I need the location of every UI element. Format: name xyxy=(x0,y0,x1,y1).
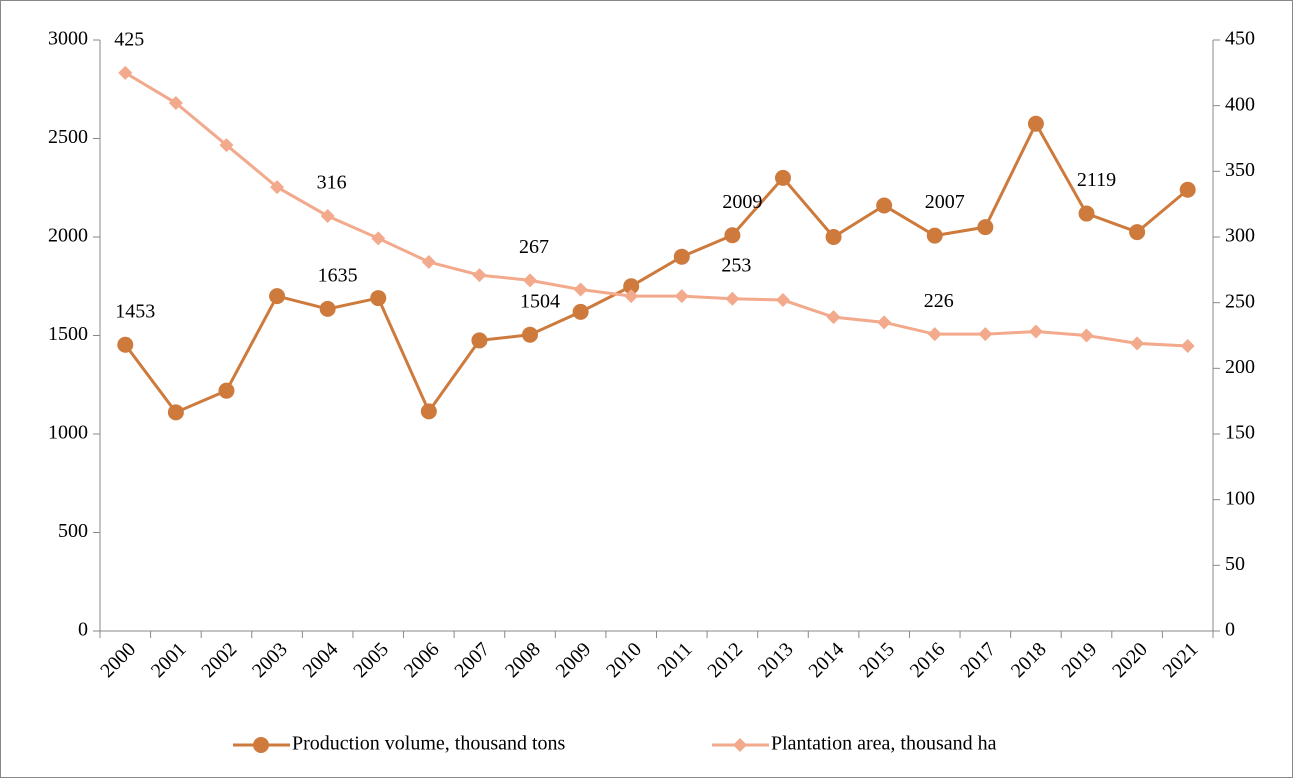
data-label: 1635 xyxy=(318,264,358,286)
data-point xyxy=(371,231,386,246)
y2-tick-label: 400 xyxy=(1225,93,1255,115)
data-label: 2119 xyxy=(1077,169,1116,191)
data-point xyxy=(421,254,436,269)
legend-label: Production volume, thousand tons xyxy=(292,733,566,755)
y2-tick-label: 100 xyxy=(1225,487,1255,509)
data-point xyxy=(1079,328,1094,343)
y-tick-label: 1500 xyxy=(48,323,88,345)
data-point xyxy=(977,219,994,236)
y-tick-label: 500 xyxy=(58,520,88,542)
y2-tick-label: 350 xyxy=(1225,159,1255,181)
y2-tick-label: 300 xyxy=(1225,225,1255,247)
data-point xyxy=(420,403,437,420)
y2-tick-label: 200 xyxy=(1225,356,1255,378)
data-point xyxy=(117,336,134,353)
data-point xyxy=(724,227,741,244)
y-tick-label: 2000 xyxy=(48,225,88,247)
data-point xyxy=(674,289,689,304)
legend-marker xyxy=(733,738,747,752)
data-point xyxy=(725,291,740,306)
data-point xyxy=(926,227,943,244)
legend-label: Plantation area, thousand ha xyxy=(771,733,997,755)
data-label: 226 xyxy=(924,290,954,312)
data-label: 1504 xyxy=(520,290,560,312)
data-point xyxy=(825,229,842,245)
data-point xyxy=(269,288,286,305)
data-label: 316 xyxy=(317,172,347,194)
y2-tick-label: 250 xyxy=(1225,290,1255,312)
data-point xyxy=(270,180,285,195)
data-label: 267 xyxy=(519,236,549,258)
data-point xyxy=(673,248,690,265)
data-point xyxy=(168,96,183,111)
data-point xyxy=(219,138,234,153)
data-point xyxy=(573,282,588,297)
data-point xyxy=(927,327,942,342)
data-point xyxy=(1028,324,1043,339)
data-point xyxy=(1130,336,1145,351)
series-line xyxy=(124,71,1188,348)
y2-tick-label: 450 xyxy=(1225,28,1255,50)
data-point xyxy=(523,273,538,288)
series-line xyxy=(124,120,1189,415)
data-point xyxy=(319,300,336,317)
y-tick-label: 0 xyxy=(78,619,88,641)
data-point xyxy=(167,404,184,421)
data-point xyxy=(774,169,791,186)
data-point xyxy=(623,278,640,295)
data-point xyxy=(320,208,335,223)
data-label: 2009 xyxy=(722,191,762,213)
data-point xyxy=(370,290,387,307)
data-point xyxy=(118,65,133,80)
data-label: 1453 xyxy=(115,300,155,322)
data-point xyxy=(624,289,639,304)
data-point xyxy=(1027,115,1044,132)
y-tick-label: 2500 xyxy=(48,126,88,148)
data-point xyxy=(522,326,539,343)
y2-tick-label: 50 xyxy=(1225,553,1245,575)
data-label: 425 xyxy=(114,28,144,50)
legend-marker xyxy=(253,737,269,753)
data-point xyxy=(826,310,841,325)
data-point xyxy=(1180,339,1195,354)
y2-tick-label: 150 xyxy=(1225,422,1255,444)
data-point xyxy=(471,332,488,349)
data-point xyxy=(1179,181,1196,198)
y2-tick-label: 0 xyxy=(1225,619,1235,641)
data-point xyxy=(572,303,589,320)
data-point xyxy=(978,327,993,342)
data-point xyxy=(877,315,892,330)
data-point xyxy=(876,197,893,214)
data-point xyxy=(775,293,790,308)
y-tick-label: 1000 xyxy=(48,422,88,444)
data-point xyxy=(1129,224,1146,241)
data-label: 253 xyxy=(721,254,751,276)
data-label: 2007 xyxy=(925,191,965,213)
y-tick-label: 3000 xyxy=(48,28,88,50)
data-point xyxy=(218,382,235,399)
data-point xyxy=(1078,205,1095,222)
data-point xyxy=(472,268,487,283)
